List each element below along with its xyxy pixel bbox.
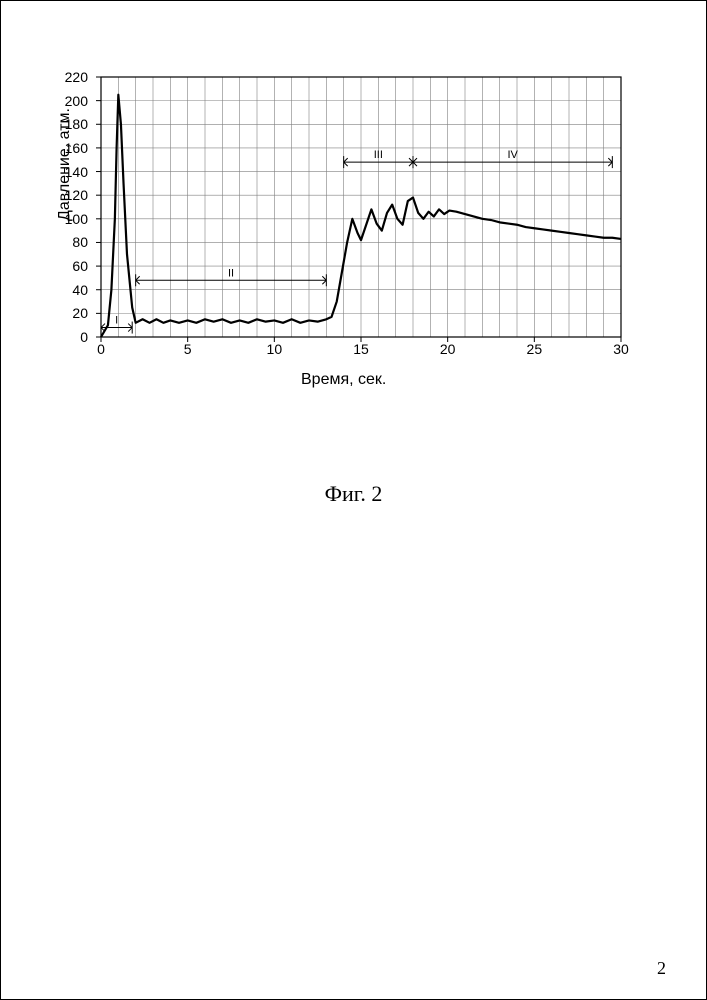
y-axis-label: Давление, атм. — [56, 108, 74, 221]
svg-text:II: II — [228, 267, 234, 279]
x-axis-ticks: 051015202530 — [101, 337, 621, 361]
page-number: 2 — [657, 958, 666, 979]
pressure-time-chart: IIIIIIIV — [91, 71, 631, 356]
svg-text:IV: IV — [507, 149, 518, 161]
x-axis-label: Время, сек. — [301, 371, 386, 389]
svg-text:III: III — [374, 149, 383, 161]
svg-text:I: I — [115, 315, 118, 327]
figure-caption: Фиг. 2 — [1, 481, 706, 507]
